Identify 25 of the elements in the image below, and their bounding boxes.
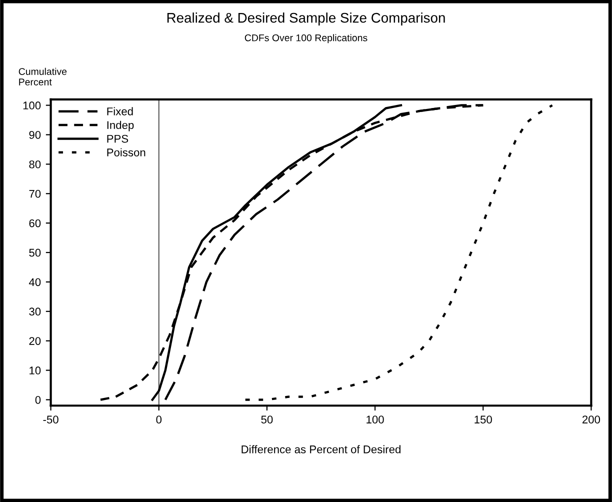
y-tick-label: 70 bbox=[29, 190, 41, 198]
x-tick-label: 100 bbox=[366, 416, 384, 424]
y-tick-label: 90 bbox=[29, 130, 41, 139]
chart-title: Realized & Desired Sample Size Comparison bbox=[167, 12, 445, 26]
chart-subtitle: CDFs Over 100 Replications bbox=[244, 34, 368, 44]
y-tick-label: 40 bbox=[28, 278, 41, 286]
y-tick-label: 30 bbox=[29, 308, 41, 316]
x-tick-label: -50 bbox=[43, 416, 58, 424]
legend-label: PPS bbox=[107, 134, 128, 143]
legend-label: Poisson bbox=[107, 148, 146, 156]
x-tick-label: 50 bbox=[261, 416, 273, 424]
x-axis-title: Difference as Percent of Desired bbox=[242, 445, 400, 454]
x-tick-label: 150 bbox=[474, 416, 492, 424]
legend-label: Indep bbox=[107, 120, 134, 132]
y-tick-label: 50 bbox=[29, 248, 41, 257]
y-tick-label: 10 bbox=[30, 366, 41, 374]
y-axis-title: Cumulative Percent bbox=[18, 68, 67, 86]
y-tick-label: 20 bbox=[29, 337, 41, 345]
y-tick-label: 60 bbox=[29, 219, 41, 228]
y-tick-label: 100 bbox=[23, 102, 41, 110]
x-tick-label: 200 bbox=[582, 416, 600, 424]
legend-label: Fixed bbox=[107, 107, 133, 116]
y-tick-label: 80 bbox=[29, 160, 41, 168]
y-tick-label: 0 bbox=[35, 396, 41, 404]
x-tick-label: 0 bbox=[156, 416, 162, 424]
